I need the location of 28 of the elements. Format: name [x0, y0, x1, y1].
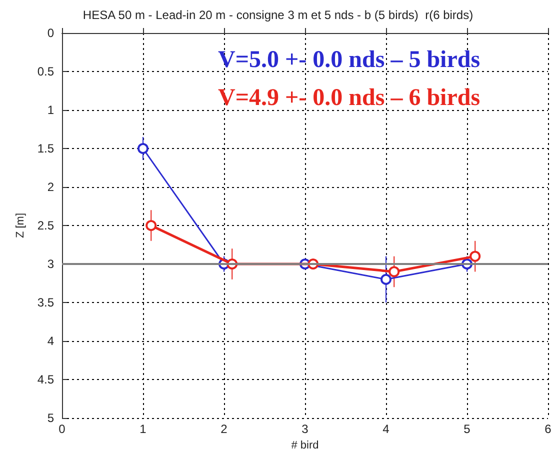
y-tick-label: 4 [47, 334, 54, 348]
x-tick-label: 0 [58, 422, 66, 436]
chart-title: HESA 50 m - Lead-in 20 m - consigne 3 m et 5 nds - b (5 birds) r(6 birds) [82, 8, 474, 22]
y-tick-label: 0 [47, 26, 54, 40]
y-tick-label: 2 [47, 180, 54, 194]
y-tick-label: 1 [47, 103, 54, 117]
x-tick-label: 5 [464, 422, 471, 436]
y-tick-label: 4.5 [37, 372, 54, 386]
y-tick-label: 0.5 [37, 64, 54, 78]
point [138, 143, 148, 154]
annotation: V=4.9 +- 0.0 nds – 6 birds [218, 85, 480, 111]
point [380, 274, 392, 285]
x-tick-label: 2 [220, 422, 228, 436]
y-axis-title: Z [m] [14, 212, 26, 238]
y-tick-label: 5 [47, 411, 54, 425]
x-tick-label: 6 [544, 422, 552, 436]
x-tick-label: 3 [302, 422, 309, 436]
y-tick-label: 3.5 [37, 296, 54, 310]
annotation: V=5.0 +- 0.0 nds – 5 birds [218, 47, 480, 73]
point [470, 250, 481, 262]
x-tick-label: 1 [140, 422, 147, 436]
y-tick-label: 2.5 [37, 218, 54, 232]
x-tick-label: 4 [382, 422, 390, 436]
point [146, 220, 157, 231]
y-tick-label: 3 [47, 257, 54, 271]
point [388, 266, 400, 278]
y-tick-label: 1.5 [37, 142, 54, 156]
x-axis-title: # bird [291, 440, 319, 452]
